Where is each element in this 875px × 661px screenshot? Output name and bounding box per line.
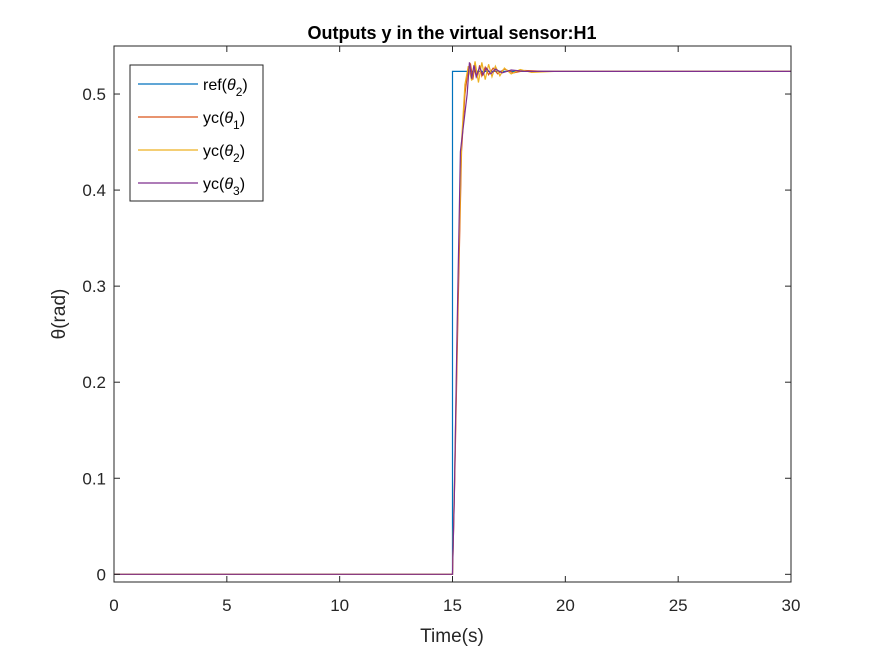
x-axis-label: Time(s) (420, 626, 484, 647)
x-tick-label: 5 (222, 596, 231, 615)
y-tick-label: 0.5 (82, 85, 106, 104)
legend-label-4: yc(θ3) (203, 176, 245, 198)
y-tick-label: 0.1 (82, 469, 106, 488)
x-tick-label: 15 (443, 596, 462, 615)
chart-title: Outputs y in the virtual sensor:H1 (307, 23, 596, 43)
y-tick-label: 0.3 (82, 277, 106, 296)
x-tick-label: 10 (330, 596, 349, 615)
y-tick-label: 0.2 (82, 373, 106, 392)
x-axis-ticks: 0 5 10 15 20 25 30 (109, 46, 800, 615)
legend-label-1: ref(θ2) (203, 77, 248, 99)
y-axis-ticks: 0 0.1 0.2 0.3 0.4 0.5 (82, 85, 791, 584)
x-tick-label: 0 (109, 596, 118, 615)
y-tick-label: 0.4 (82, 181, 106, 200)
x-tick-label: 30 (782, 596, 801, 615)
y-axis-label: θ(rad) (49, 289, 70, 340)
legend-label-3: yc(θ2) (203, 143, 245, 165)
y-tick-label: 0 (97, 565, 106, 584)
legend: ref(θ2) yc(θ1) yc(θ2) yc(θ3) (129, 64, 264, 202)
legend-box (129, 64, 264, 202)
x-tick-label: 20 (556, 596, 575, 615)
series-line-4 (114, 62, 791, 575)
x-tick-label: 25 (669, 596, 688, 615)
legend-label-2: yc(θ1) (203, 110, 245, 132)
series-layer (114, 61, 791, 575)
